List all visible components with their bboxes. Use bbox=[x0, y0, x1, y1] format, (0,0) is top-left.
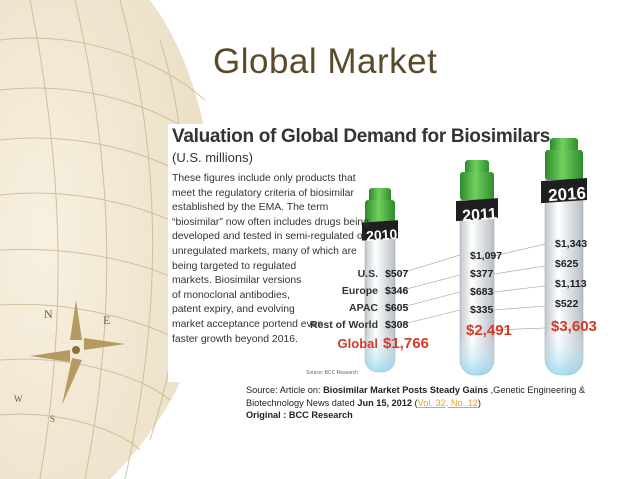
value-2011-us: $1,097 bbox=[470, 250, 503, 262]
year-2010: 2010 bbox=[366, 226, 398, 244]
svg-text:N: N bbox=[44, 307, 53, 321]
region-label-rest-of-world: Rest of World bbox=[309, 319, 378, 331]
source-line-3: Original : BCC Research bbox=[246, 409, 585, 422]
article-title: Biosimilar Market Posts Steady Gains bbox=[323, 385, 489, 395]
value-2011-global: $2,491 bbox=[466, 322, 512, 339]
biosimilar-chart: 2010 2011 2016 bbox=[168, 124, 624, 382]
chart-description: These figures include only products that… bbox=[172, 172, 382, 347]
description-line: developed and tested in semi-regulated o… bbox=[172, 231, 367, 243]
description-line: faster growth beyond 2016. bbox=[172, 333, 298, 345]
value-2016-global: $3,603 bbox=[551, 318, 597, 335]
value-2010-europe: $346 bbox=[385, 285, 409, 297]
region-label-global: Global bbox=[337, 336, 378, 351]
value-2016-rest-of-world: $522 bbox=[555, 298, 579, 310]
description-line: being targeted to regulated bbox=[172, 260, 297, 272]
svg-text:E: E bbox=[103, 313, 110, 327]
description-line: market acceptance portend even bbox=[172, 318, 324, 330]
figure-source: Source: BCC Research bbox=[306, 370, 358, 376]
tube-2010 bbox=[362, 188, 398, 373]
tube-2016 bbox=[541, 138, 587, 376]
svg-text:W: W bbox=[14, 394, 23, 404]
region-label-us: U.S. bbox=[357, 268, 378, 280]
value-2016-apac: $1,113 bbox=[555, 278, 587, 290]
original-source: Original : BCC Research bbox=[246, 410, 353, 420]
source-suffix: ,Genetic Engineering & bbox=[488, 385, 586, 395]
source-note: Source: Article on: Biosimilar Market Po… bbox=[246, 384, 585, 422]
chart-subtitle: (U.S. millions) bbox=[172, 150, 253, 165]
region-label-apac: APAC bbox=[349, 302, 378, 314]
slide-title: Global Market bbox=[213, 42, 438, 81]
description-line: unregulated markets, many of which are bbox=[172, 245, 357, 257]
description-line: These figures include only products that bbox=[172, 173, 356, 184]
description-line: established by the EMA. The term bbox=[172, 202, 329, 214]
value-2016-europe: $625 bbox=[555, 258, 579, 270]
source-prefix: Source: Article on: bbox=[246, 385, 324, 395]
volume-link[interactable]: Vol. 32, No. 12 bbox=[417, 397, 478, 408]
source-date: Jun 15, 2012 bbox=[357, 397, 412, 408]
description-line: markets. Biosimilar versions bbox=[172, 275, 302, 287]
description-line: patent expiry, and evolving bbox=[172, 304, 295, 316]
value-2010-rest-of-world: $308 bbox=[385, 319, 409, 331]
source-paren-open: ( bbox=[412, 397, 418, 408]
description-line: “biosimilar” now often includes drugs be… bbox=[172, 216, 369, 228]
value-2010-apac: $605 bbox=[385, 302, 409, 314]
source-line-2: Biotechnology News dated Jun 15, 2012 (V… bbox=[246, 397, 585, 410]
value-2010-global: $1,766 bbox=[383, 335, 429, 352]
svg-text:S: S bbox=[50, 414, 55, 424]
region-label-europe: Europe bbox=[341, 285, 378, 297]
chart-title: Valuation of Global Demand for Biosimila… bbox=[172, 126, 551, 147]
tube-2011 bbox=[456, 160, 498, 376]
value-2011-apac: $683 bbox=[470, 286, 494, 298]
value-2011-rest-of-world: $335 bbox=[470, 304, 494, 316]
year-2016: 2016 bbox=[548, 183, 587, 205]
value-2016-us: $1,343 bbox=[555, 238, 588, 250]
source-line-1: Source: Article on: Biosimilar Market Po… bbox=[246, 384, 585, 397]
value-2011-europe: $377 bbox=[470, 268, 494, 280]
source-paren-close: ) bbox=[477, 397, 481, 408]
description-line: meet the regulatory criteria of biosimil… bbox=[172, 187, 354, 199]
description-line: of monoclonal antibodies, bbox=[172, 289, 290, 301]
compass-rose-icon: N E S W bbox=[14, 300, 125, 424]
year-2011: 2011 bbox=[462, 206, 498, 225]
value-2010-us: $507 bbox=[385, 268, 409, 280]
source-date-prefix: Biotechnology News dated bbox=[246, 397, 358, 408]
